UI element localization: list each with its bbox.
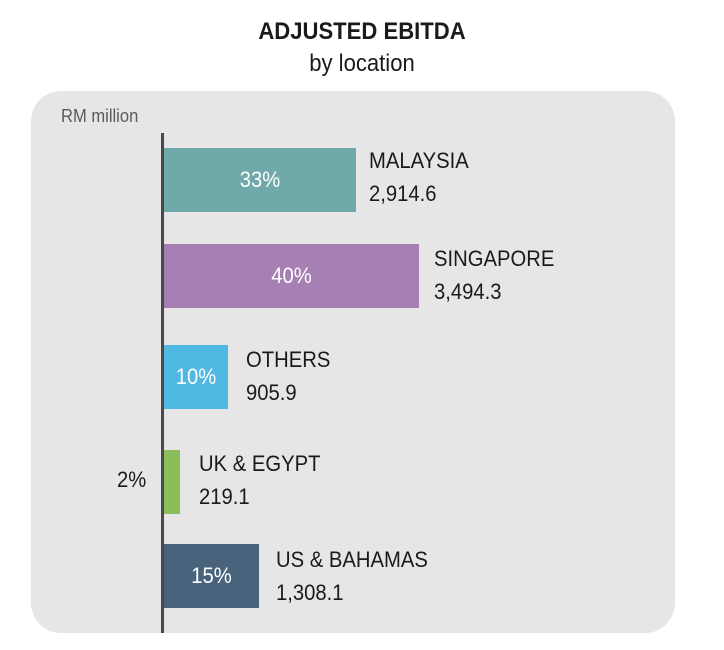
chart-title: ADJUSTED EBITDA [258, 18, 466, 45]
label-others: OTHERS 905.9 [246, 343, 330, 409]
bar-percentage: 33% [239, 167, 281, 192]
category-value: 905.9 [246, 380, 297, 405]
label-singapore: SINGAPORE 3,494.3 [434, 242, 554, 308]
chart-subtitle: by location [309, 50, 415, 77]
y-axis-line [161, 133, 164, 633]
label-malaysia: MALAYSIA 2,914.6 [369, 144, 469, 210]
label-us-bahamas: US & BAHAMAS 1,308.1 [276, 543, 428, 609]
category-name: UK & EGYPT [199, 451, 321, 476]
bar-percentage: 15% [191, 563, 232, 588]
bar-others: 10% [164, 345, 228, 409]
category-value: 3,494.3 [434, 279, 502, 304]
bar-singapore: 40% [164, 244, 419, 308]
category-value: 219.1 [199, 484, 250, 509]
category-name: MALAYSIA [369, 148, 469, 173]
bar-percentage: 40% [271, 263, 312, 288]
category-name: OTHERS [246, 347, 331, 372]
bar-us-bahamas: 15% [164, 544, 259, 608]
unit-label: RM million [61, 106, 139, 126]
bar-percentage-outside: 2% [117, 467, 147, 492]
bar-percentage: 10% [175, 364, 217, 389]
category-name: SINGAPORE [434, 246, 555, 271]
bar-uk-egypt [164, 450, 180, 514]
category-value: 1,308.1 [276, 580, 344, 605]
category-value: 2,914.6 [369, 181, 437, 206]
label-uk-egypt: UK & EGYPT 219.1 [199, 447, 320, 513]
bar-malaysia: 33% [164, 148, 356, 212]
category-name: US & BAHAMAS [276, 547, 428, 572]
